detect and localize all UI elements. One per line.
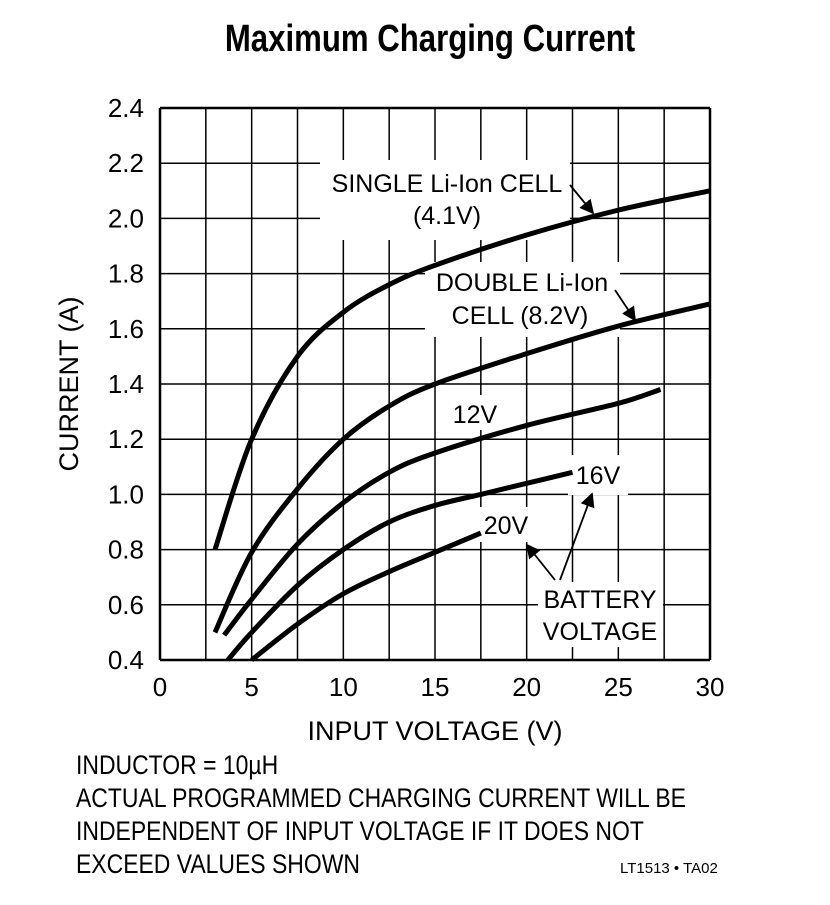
y-tick-label: 0.4 bbox=[108, 645, 144, 675]
label-double-cell: DOUBLE Li-Ion bbox=[436, 269, 608, 297]
series-line-double-li-ion-cell-8-2v- bbox=[212, 301, 711, 634]
y-axis-label: CURRENT (A) bbox=[54, 297, 84, 472]
note-line2: INDEPENDENT OF INPUT VOLTAGE IF IT DOES … bbox=[76, 816, 644, 846]
note-line3: EXCEED VALUES SHOWN bbox=[76, 849, 360, 879]
y-tick-label: 2.4 bbox=[108, 93, 144, 123]
x-axis-label: INPUT VOLTAGE (V) bbox=[307, 716, 562, 746]
series-line-12v bbox=[222, 387, 662, 637]
label-background bbox=[538, 582, 663, 647]
arrow-single-cell bbox=[569, 184, 595, 215]
arrow-16v bbox=[559, 492, 595, 581]
y-tick-label: 2.2 bbox=[108, 148, 144, 178]
note-line1: ACTUAL PROGRAMMED CHARGING CURRENT WILL … bbox=[76, 783, 686, 813]
note-inductor: INDUCTOR = 10µH bbox=[76, 750, 279, 780]
x-tick-label: 0 bbox=[153, 672, 167, 702]
label-background bbox=[425, 262, 620, 337]
arrow-20v bbox=[525, 543, 556, 581]
label-single-cell-voltage: (4.1V) bbox=[413, 202, 481, 230]
label-single-cell: SINGLE Li-Ion CELL bbox=[332, 170, 563, 198]
x-tick-label: 20 bbox=[512, 672, 541, 702]
y-tick-label: 1.8 bbox=[108, 259, 144, 289]
y-tick-label: 2.0 bbox=[108, 203, 144, 233]
series-line-16v bbox=[225, 469, 574, 662]
label-16v: 16V bbox=[576, 462, 621, 490]
label-12v: 12V bbox=[453, 401, 498, 429]
label-battery-voltage: VOLTAGE bbox=[543, 618, 657, 646]
series-line-20v bbox=[250, 530, 482, 662]
arrow-double-cell bbox=[614, 289, 636, 322]
y-tick-label: 1.6 bbox=[108, 314, 144, 344]
y-tick-label: 1.0 bbox=[108, 479, 144, 509]
label-background bbox=[320, 160, 570, 240]
label-battery: BATTERY bbox=[544, 586, 657, 614]
label-background bbox=[568, 455, 628, 495]
y-tick-label: 1.2 bbox=[108, 424, 144, 454]
x-tick-label: 15 bbox=[421, 672, 450, 702]
y-tick-label: 0.8 bbox=[108, 535, 144, 565]
label-background bbox=[478, 507, 533, 542]
x-tick-label: 25 bbox=[604, 672, 633, 702]
x-tick-label: 5 bbox=[244, 672, 258, 702]
y-tick-label: 0.6 bbox=[108, 590, 144, 620]
y-tick-label: 1.4 bbox=[108, 369, 144, 399]
series-line-single-li-ion-cell-4-1v- bbox=[212, 188, 711, 551]
figure-code: LT1513 • TA02 bbox=[620, 860, 718, 877]
label-double-cell-voltage: CELL (8.2V) bbox=[452, 302, 589, 330]
x-tick-label: 30 bbox=[696, 672, 725, 702]
chart-title: Maximum Charging Current bbox=[224, 18, 636, 60]
label-20v: 20V bbox=[484, 512, 529, 540]
x-tick-label: 10 bbox=[329, 672, 358, 702]
label-background bbox=[445, 395, 505, 430]
